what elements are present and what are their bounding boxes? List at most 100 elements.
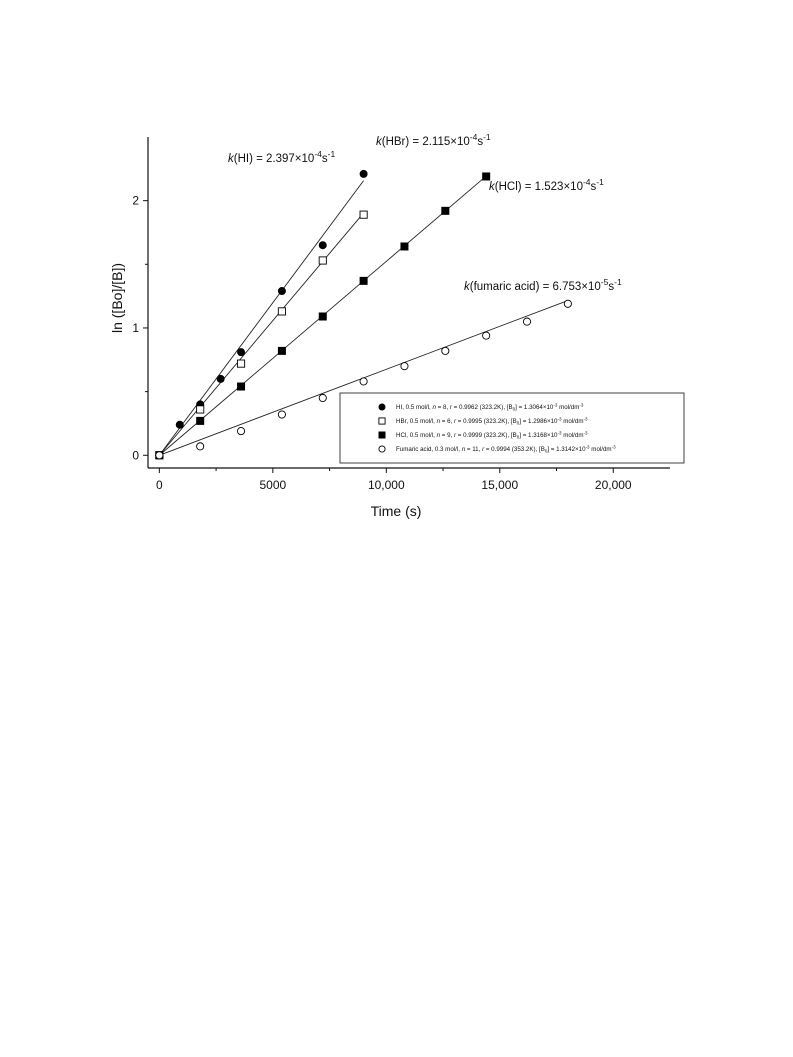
legend-text: = 0.9995 (323.2K), [B — [456, 418, 517, 425]
point-fumaric — [563, 299, 572, 308]
legend-exponent: -3 — [557, 417, 561, 422]
legend-text: Fumaric acid, 0.3 mol/l, — [396, 446, 462, 453]
x-tick-label: 10,000 — [368, 478, 405, 492]
k-symbol: k — [489, 181, 496, 193]
legend-entry-fumaric: Fumaric acid, 0.3 mol/l, n = 11, r = 0.9… — [396, 445, 616, 454]
legend-unit-exponent: -3 — [584, 417, 588, 422]
k-symbol: k — [228, 153, 235, 165]
r-symbol: r — [454, 432, 457, 439]
annotation-exponent: -4 — [470, 132, 478, 142]
legend-text: = 0.9999 (323.2K), [B — [456, 432, 517, 439]
x-axis-title: Time (s) — [371, 503, 422, 519]
point-hi — [216, 374, 225, 383]
n-symbol: n — [432, 404, 436, 411]
fit-line-hi — [158, 180, 364, 456]
legend-unit-exponent: -3 — [612, 445, 616, 450]
legend-unit: mol/dm — [557, 404, 579, 411]
annotation-unit: s — [322, 153, 328, 165]
legend-text: ] = 1.2986×10 — [519, 418, 558, 425]
annotation-hbr: k(HBr) = 2.115×10-4s-1 — [376, 132, 491, 148]
annotation-label: (HCl) = 1.523×10 — [495, 181, 583, 193]
legend-entry-hi: HI, 0.5 mol/l, n = 8, r = 0.9962 (323.2K… — [396, 403, 584, 412]
point-hcl — [318, 312, 327, 321]
point-fumaric — [441, 346, 450, 355]
legend-subscript: 0 — [545, 449, 548, 454]
annotation-hi: k(HI) = 2.397×10-4s-1 — [228, 149, 335, 165]
point-fumaric — [482, 331, 491, 340]
annotation-exponent: -4 — [314, 149, 322, 159]
annotation-label: (HBr) = 2.115×10 — [382, 136, 470, 148]
annotation-label: (HI) = 2.397×10 — [234, 153, 315, 165]
n-symbol: n — [437, 432, 441, 439]
legend-box — [339, 392, 685, 464]
legend-unit: mol/dm — [561, 418, 583, 425]
x-tick-label: 0 — [156, 478, 163, 492]
point-hcl — [482, 172, 491, 181]
data-markers — [155, 169, 572, 460]
x-tick-label: 20,000 — [595, 478, 632, 492]
annotation-unit-exponent: -1 — [596, 177, 604, 187]
legend-marker-hbr — [378, 417, 386, 425]
r-symbol: r — [482, 446, 485, 453]
point-fumaric — [318, 393, 327, 403]
legend-text: = 9, — [440, 432, 454, 439]
annotation-unit-exponent: -1 — [483, 132, 491, 142]
point-hi — [318, 241, 327, 250]
legend-marker-hi — [378, 403, 386, 411]
axes: 0 5000 10,000 15,000 20,000 0 1 2 — [132, 137, 670, 492]
point-hbr — [237, 359, 246, 368]
r-symbol: r — [454, 418, 457, 425]
legend-exponent: -3 — [586, 445, 590, 450]
legend-text: = 0.9962 (323.2K), [B — [452, 404, 513, 411]
y-tick-label: 2 — [132, 194, 139, 208]
point-fumaric — [522, 317, 532, 326]
point-fumaric — [237, 427, 246, 436]
point-fumaric — [155, 451, 164, 460]
annotation-exponent: -5 — [601, 277, 609, 287]
x-tick-label: 15,000 — [481, 478, 518, 492]
legend-text: = 11, — [465, 446, 482, 453]
legend-marker-hcl — [378, 431, 386, 439]
legend-text: HI, 0.5 mol/l, — [396, 404, 432, 411]
legend-unit: mol/dm — [561, 432, 583, 439]
point-hbr — [277, 307, 286, 316]
y-tick-label: 1 — [132, 321, 139, 335]
y-tick-label: 0 — [132, 448, 139, 462]
legend-exponent: -3 — [557, 431, 561, 436]
legend-text: ] = 1.3142×10 — [547, 446, 586, 453]
point-fumaric — [277, 410, 286, 419]
legend: HI, 0.5 mol/l, n = 8, r = 0.9962 (323.2K… — [339, 392, 685, 464]
point-hcl — [359, 276, 368, 285]
legend-unit: mol/dm — [590, 446, 612, 453]
y-axis-title: ln ([Bo]/[B]) — [109, 263, 125, 333]
x-tick-label: 5000 — [259, 478, 286, 492]
annotation-label: (fumaric acid) = 6.753×10 — [470, 281, 601, 293]
k-symbol: k — [464, 281, 471, 293]
point-hbr — [196, 405, 205, 414]
fit-line-hbr — [159, 212, 364, 456]
point-hcl — [400, 242, 409, 251]
annotation-unit: s — [477, 136, 483, 148]
point-hcl — [441, 206, 450, 215]
legend-text: ] = 1.3064×10 — [515, 404, 554, 411]
n-symbol: n — [437, 418, 441, 425]
annotation-exponent: -4 — [583, 177, 591, 187]
point-hcl — [196, 416, 205, 425]
n-symbol: n — [462, 446, 466, 453]
legend-text: = 8, — [436, 404, 450, 411]
legend-text: = 6, — [440, 418, 454, 425]
legend-subscript: 0 — [517, 421, 520, 426]
legend-unit-exponent: -3 — [579, 403, 583, 408]
legend-text: HCl, 0.5 mol/l, — [396, 432, 437, 439]
annotation-unit-exponent: -1 — [328, 149, 336, 159]
point-hcl — [237, 382, 246, 391]
point-fumaric — [400, 362, 409, 371]
annotation-fumaric: k(fumaric acid) = 6.753×10-5s-1 — [464, 277, 622, 293]
legend-unit-exponent: -3 — [584, 431, 588, 436]
legend-exponent: -3 — [553, 403, 557, 408]
point-hi — [277, 287, 286, 296]
fit-annotations: k(HI) = 2.397×10-4s-1k(HBr) = 2.115×10-4… — [228, 132, 622, 293]
point-hbr — [318, 256, 327, 265]
legend-text: HBr, 0.5 mol/l, — [396, 418, 437, 425]
point-hbr — [359, 210, 368, 219]
